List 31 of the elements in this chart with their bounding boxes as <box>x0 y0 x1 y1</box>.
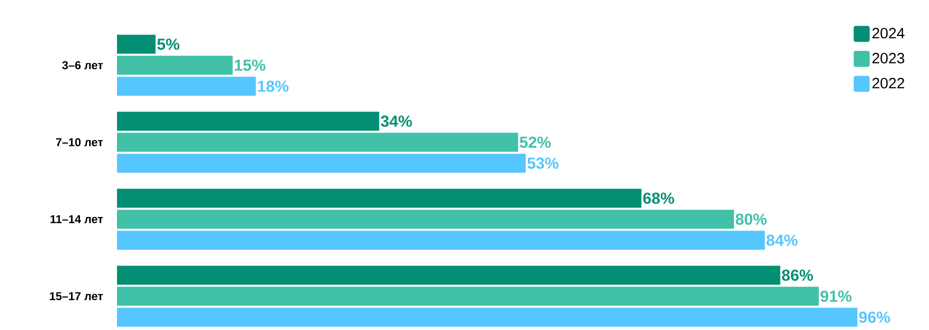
data-label: 80% <box>736 214 767 225</box>
bar <box>117 56 233 75</box>
bar <box>117 154 526 173</box>
bar <box>117 112 380 131</box>
data-label: 52% <box>520 136 551 148</box>
legend-label: 2023 <box>872 52 904 64</box>
data-label: 15% <box>234 60 266 71</box>
data-label: 96% <box>859 312 890 323</box>
data-label: 18% <box>258 80 288 92</box>
bar <box>117 188 642 208</box>
bar <box>117 266 780 285</box>
data-label: 84% <box>766 234 798 246</box>
y-tick-label: 3–6 лет <box>62 61 103 70</box>
data-label: 53% <box>527 158 558 169</box>
bar <box>117 34 156 54</box>
bar <box>117 230 765 250</box>
data-label: 5% <box>157 38 180 50</box>
y-tick-label: 11–14 лет <box>50 215 103 224</box>
data-label: 34% <box>380 116 412 127</box>
bar <box>117 76 256 96</box>
legend-label: 2024 <box>872 28 904 38</box>
data-label: 91% <box>820 290 852 302</box>
data-label: 68% <box>643 192 674 204</box>
y-tick-label: 7–10 лет <box>56 138 103 146</box>
data-label: 86% <box>782 270 813 281</box>
bar <box>117 210 734 229</box>
bar <box>117 132 518 152</box>
legend-label: 2022 <box>872 78 904 88</box>
bar <box>117 286 819 306</box>
y-tick-label: 15–17 лет <box>50 292 103 300</box>
bar <box>117 308 858 327</box>
